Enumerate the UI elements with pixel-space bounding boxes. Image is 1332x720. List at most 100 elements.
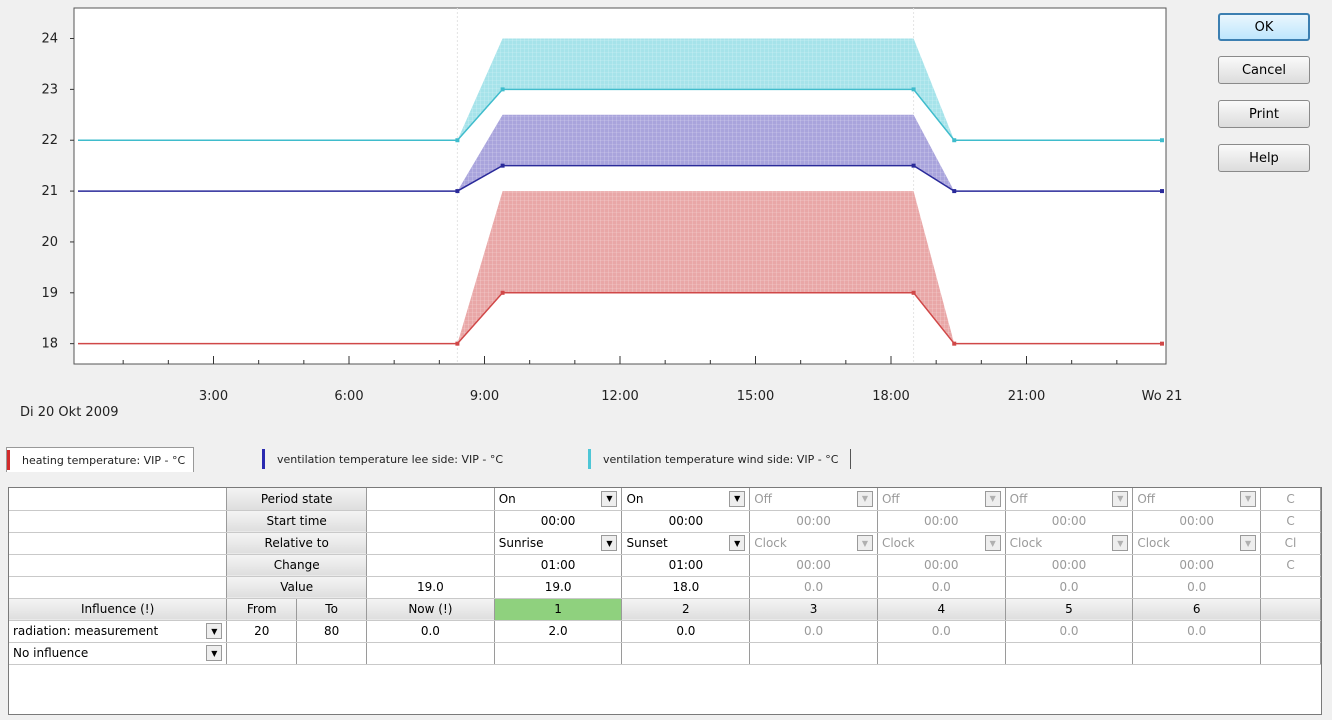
period-1-change[interactable]: 01:00: [494, 554, 623, 577]
legend-tab-heating[interactable]: heating temperature: VIP - °C: [6, 447, 195, 472]
header-period-1[interactable]: 1: [494, 598, 623, 621]
influence-period-1[interactable]: [494, 642, 623, 665]
y-tick-label: 19: [41, 286, 58, 301]
dropdown-arrow-icon[interactable]: ▼: [1240, 535, 1257, 551]
cancel-button[interactable]: Cancel: [1218, 56, 1310, 84]
dropdown-arrow-icon[interactable]: ▼: [601, 490, 618, 507]
influence-period-6[interactable]: 0.0: [1132, 620, 1262, 643]
influence-period-6[interactable]: [1132, 642, 1262, 665]
period-5-change[interactable]: 00:00: [1005, 554, 1134, 577]
legend-tab-lee-side[interactable]: ventilation temperature lee side: VIP - …: [262, 447, 503, 471]
influence-to[interactable]: [296, 642, 368, 665]
period-5-relative[interactable]: Clock ▼: [1005, 532, 1134, 555]
header-period-6[interactable]: 6: [1132, 598, 1262, 621]
header-period-4[interactable]: 4: [877, 598, 1006, 621]
period-1-state[interactable]: On ▼: [494, 488, 623, 511]
influence-from[interactable]: 20: [226, 620, 298, 643]
influence-period-1[interactable]: 2.0: [494, 620, 623, 643]
legend-tab-wind-side[interactable]: ventilation temperature wind side: VIP -…: [588, 447, 852, 471]
series-point: [952, 189, 957, 194]
influence-now: [366, 642, 495, 665]
dropdown-arrow-icon[interactable]: ▼: [1112, 535, 1129, 551]
influence-select[interactable]: No influence ▼: [9, 642, 228, 665]
period-2-value[interactable]: 18.0: [621, 576, 751, 599]
influence-period-5[interactable]: [1005, 642, 1134, 665]
period-7-value[interactable]: [1260, 576, 1321, 599]
period-5-state-value: Off: [1009, 491, 1028, 506]
period-7-start[interactable]: C: [1260, 510, 1321, 533]
dropdown-arrow-icon[interactable]: ▼: [984, 490, 1001, 507]
dropdown-arrow-icon[interactable]: ▼: [856, 490, 873, 507]
series-point: [911, 290, 916, 295]
influence-period-5[interactable]: 0.0: [1005, 620, 1134, 643]
header-period-7[interactable]: [1260, 598, 1321, 621]
period-2-change[interactable]: 01:00: [621, 554, 751, 577]
dropdown-arrow-icon[interactable]: ▼: [984, 535, 1001, 551]
period-1-value[interactable]: 19.0: [494, 576, 623, 599]
x-tick-label: 6:00: [334, 389, 363, 404]
period-7-change[interactable]: C: [1260, 554, 1321, 577]
period-4-relative[interactable]: Clock ▼: [877, 532, 1006, 555]
period-1-relative[interactable]: Sunrise ▼: [494, 532, 623, 555]
dropdown-arrow-icon[interactable]: ▼: [729, 535, 746, 551]
period-4-value[interactable]: 0.0: [877, 576, 1006, 599]
period-4-change[interactable]: 00:00: [877, 554, 1006, 577]
influence-period-2[interactable]: [621, 642, 751, 665]
dropdown-arrow-icon[interactable]: ▼: [856, 535, 873, 551]
period-5-value[interactable]: 0.0: [1005, 576, 1134, 599]
influence-period-7[interactable]: [1260, 620, 1321, 643]
period-7-state[interactable]: C: [1260, 488, 1321, 511]
period-4-state[interactable]: Off ▼: [877, 488, 1006, 511]
dropdown-arrow-icon[interactable]: ▼: [1240, 490, 1257, 507]
influence-period-3[interactable]: [749, 642, 878, 665]
period-3-relative[interactable]: Clock ▼: [749, 532, 878, 555]
blank-cell: [9, 532, 228, 555]
influence-from[interactable]: [226, 642, 298, 665]
print-button[interactable]: Print: [1218, 100, 1310, 128]
period-1-start[interactable]: 00:00: [494, 510, 623, 533]
period-6-start[interactable]: 00:00: [1132, 510, 1262, 533]
dropdown-arrow-icon[interactable]: ▼: [1112, 490, 1129, 507]
help-button[interactable]: Help: [1218, 144, 1310, 172]
grid-row-period-state: Period state On ▼ On ▼ Off ▼ Off ▼ Off ▼ Off ▼ C: [9, 488, 1321, 511]
setpoint-chart: 18 19 20 21 22 23 24 3:00 6:00 9:00 12:00 15:00 18:…: [20, 7, 1182, 420]
period-3-state[interactable]: Off ▼: [749, 488, 878, 511]
period-6-relative[interactable]: Clock ▼: [1132, 532, 1262, 555]
heating-color-swatch: [7, 450, 10, 470]
dropdown-arrow-icon[interactable]: ▼: [206, 645, 223, 661]
series-point: [455, 341, 460, 346]
series-line-0: [78, 292, 1162, 345]
period-2-relative[interactable]: Sunset ▼: [621, 532, 751, 555]
period-2-start[interactable]: 00:00: [621, 510, 751, 533]
period-3-value[interactable]: 0.0: [749, 576, 878, 599]
period-5-state[interactable]: Off ▼: [1005, 488, 1134, 511]
period-6-state[interactable]: Off ▼: [1132, 488, 1262, 511]
series-point: [1160, 138, 1164, 143]
legend-heating-label: heating temperature: VIP - °C: [22, 453, 186, 467]
dropdown-arrow-icon[interactable]: ▼: [601, 535, 618, 551]
period-7-relative[interactable]: Cl: [1260, 532, 1321, 555]
period-5-start[interactable]: 00:00: [1005, 510, 1134, 533]
influence-period-4[interactable]: 0.0: [877, 620, 1006, 643]
period-3-start[interactable]: 00:00: [749, 510, 878, 533]
influence-select[interactable]: radiation: measurement ▼: [9, 620, 228, 643]
header-period-5[interactable]: 5: [1005, 598, 1134, 621]
header-period-2[interactable]: 2: [621, 598, 751, 621]
period-6-change[interactable]: 00:00: [1132, 554, 1262, 577]
period-1-state-value: On: [498, 491, 516, 506]
period-6-value[interactable]: 0.0: [1132, 576, 1262, 599]
influence-to[interactable]: 80: [296, 620, 368, 643]
dropdown-arrow-icon[interactable]: ▼: [206, 623, 223, 639]
influence-row: radiation: measurement ▼ 20 80 0.0 2.0 0.0 0.0 0…: [9, 620, 1321, 643]
influence-period-7[interactable]: [1260, 642, 1321, 665]
series-point: [500, 87, 505, 92]
influence-period-3[interactable]: 0.0: [749, 620, 878, 643]
influence-period-2[interactable]: 0.0: [621, 620, 751, 643]
period-2-state[interactable]: On ▼: [621, 488, 751, 511]
dropdown-arrow-icon[interactable]: ▼: [729, 490, 746, 507]
period-3-change[interactable]: 00:00: [749, 554, 878, 577]
header-period-3[interactable]: 3: [749, 598, 878, 621]
influence-period-4[interactable]: [877, 642, 1006, 665]
ok-button[interactable]: OK: [1218, 13, 1310, 41]
period-4-start[interactable]: 00:00: [877, 510, 1006, 533]
